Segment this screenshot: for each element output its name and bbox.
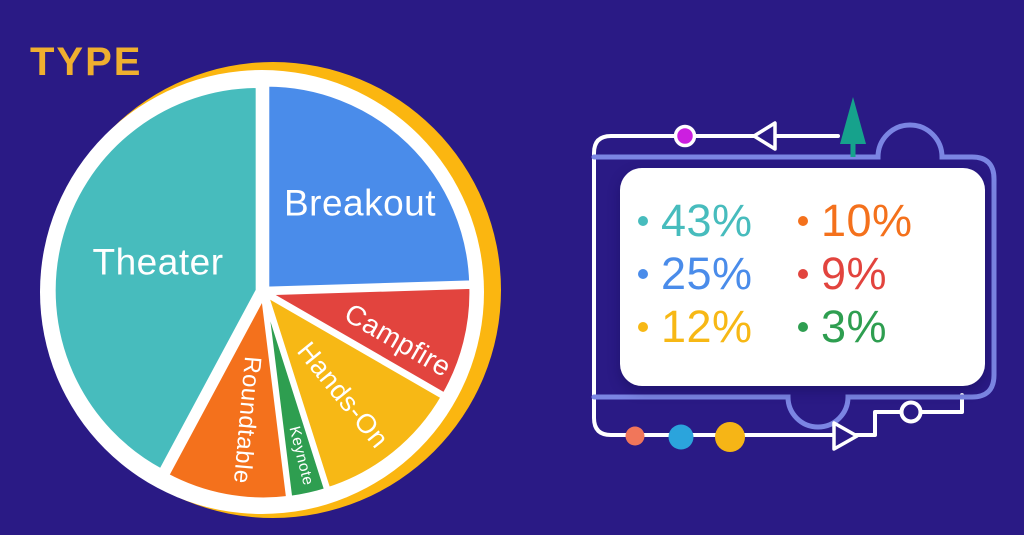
pie-slice-hands-on (263, 291, 446, 493)
left-arrow-icon (752, 121, 777, 151)
gold-node-dot (715, 422, 745, 452)
coral-node-dot (625, 426, 645, 446)
tree-icon (840, 97, 866, 144)
sky-node-dot (668, 424, 694, 450)
tree-trunk (850, 144, 856, 157)
legend-bullet-dot (638, 268, 648, 279)
legend-value: 43% (661, 195, 753, 246)
legend: 43% 10% 25% 9% 12% 3% (638, 194, 985, 353)
pie-slice-roundtable (163, 292, 292, 503)
pie-slice-breakout (264, 81, 475, 292)
page-title: TYPE (30, 40, 143, 84)
hollow-circle-node (899, 400, 923, 424)
legend-value: 10% (821, 195, 913, 246)
legend-bullet-dot (638, 321, 648, 332)
pie-label-theater: Theater (92, 242, 223, 283)
legend-value: 9% (821, 248, 888, 299)
legend-bullet-dot (798, 321, 808, 332)
legend-item-hands-on: 12% (638, 300, 798, 353)
right-arrow-icon (832, 421, 859, 451)
legend-value: 12% (661, 301, 753, 352)
legend-value: 3% (821, 301, 888, 352)
legend-item-keynote: 3% (798, 300, 985, 353)
legend-bullet-dot (638, 215, 648, 226)
magenta-node-dot (673, 124, 697, 148)
legend-item-breakout: 25% (638, 247, 798, 300)
legend-item-theater: 43% (638, 194, 798, 247)
white-circuit-line (592, 134, 964, 437)
pie-label-breakout: Breakout (284, 183, 436, 224)
legend-item-roundtable: 10% (798, 194, 985, 247)
legend-item-campfire: 9% (798, 247, 985, 300)
pie-slice-theater (50, 83, 261, 474)
legend-value: 25% (661, 248, 753, 299)
pie-slice-campfire (264, 283, 475, 398)
legend-bullet-dot (798, 215, 808, 226)
panel-border (591, 122, 997, 430)
legend-bullet-dot (798, 268, 808, 279)
stats-card: 43% 10% 25% 9% 12% 3% (620, 168, 985, 386)
